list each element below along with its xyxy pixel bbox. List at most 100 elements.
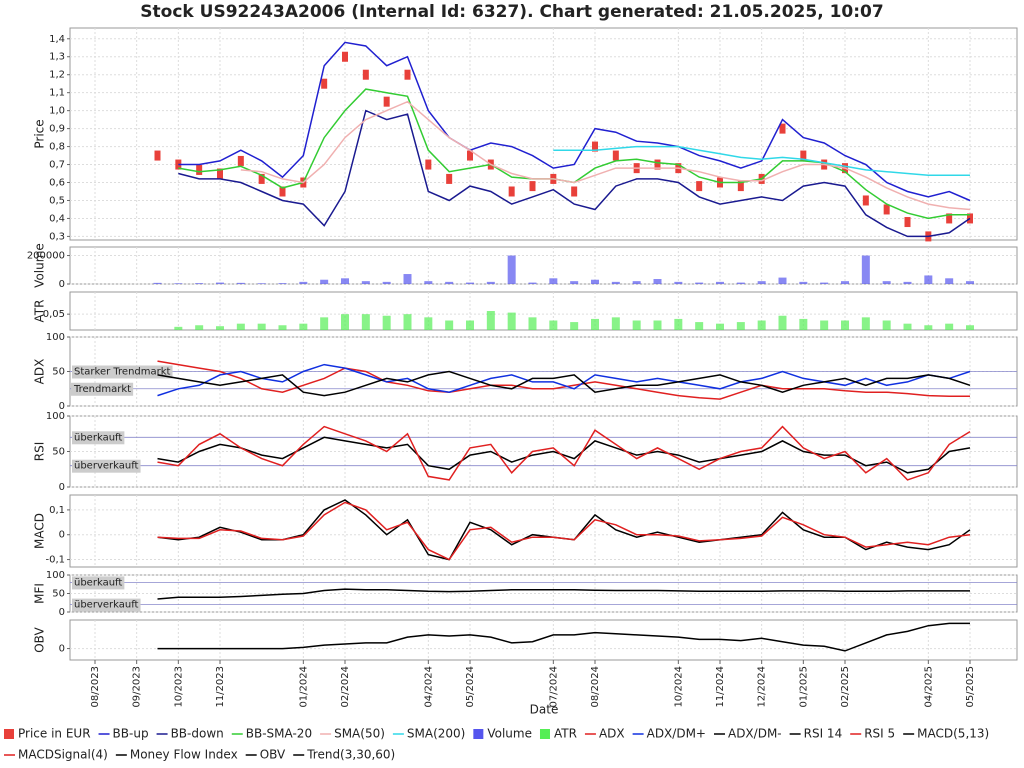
bar (611, 317, 620, 330)
bar (799, 318, 808, 330)
bar (966, 325, 974, 330)
bar (820, 282, 829, 284)
bar (570, 281, 579, 284)
price-candle (654, 159, 661, 170)
legend-label: RSI 14 (804, 727, 843, 741)
plot-area (69, 619, 1018, 661)
bar (195, 325, 204, 330)
plot-area (69, 27, 1018, 241)
price-candle (592, 141, 598, 152)
y-tick-label: 0,8 (49, 142, 65, 153)
reference-label-bg (72, 431, 125, 445)
legend-label: BB-SMA-20 (246, 727, 312, 741)
y-tick-label: 50 (52, 589, 65, 600)
price-candle (800, 150, 807, 161)
legend-label: MACD(5,13) (917, 727, 989, 741)
plot-area (69, 291, 1018, 331)
bar (653, 320, 662, 330)
bar (674, 281, 683, 284)
legend-swatch (4, 729, 14, 739)
bar (257, 283, 266, 284)
price-candle (696, 181, 703, 192)
price-candle (508, 186, 515, 197)
bar (778, 315, 787, 330)
x-tick-label: 04/2024 (423, 666, 434, 708)
bar (632, 320, 641, 330)
x-tick-label: 12/2024 (757, 666, 768, 708)
price-candle (467, 150, 473, 161)
price-candle (737, 181, 744, 192)
y-tick-label: 100 (46, 332, 65, 343)
price-candle (321, 78, 328, 89)
price-candle (362, 69, 369, 80)
legend-label: Trend(3,30,60) (306, 748, 395, 762)
reference-label: überkauft (74, 432, 122, 443)
y-tick-label: 0 (59, 530, 65, 541)
x-tick-label: 08/2023 (90, 666, 101, 708)
x-tick-label: 04/2025 (923, 666, 934, 708)
bar (382, 281, 391, 284)
price-candle (904, 217, 911, 228)
bar (445, 281, 454, 284)
price-candle (258, 173, 265, 184)
bar (257, 323, 266, 330)
legend-label: ADX/DM- (728, 727, 782, 741)
bar (507, 312, 516, 330)
series-line (157, 501, 971, 561)
price-candle (404, 69, 411, 80)
bar (153, 282, 162, 284)
x-tick-label: 02/2025 (840, 666, 851, 708)
bar (216, 282, 224, 284)
bar (466, 282, 474, 284)
x-tick-label: 01/2025 (798, 666, 809, 708)
reference-label-bg (71, 382, 134, 396)
y-tick-label: 0,4 (49, 213, 65, 224)
bar (632, 281, 641, 284)
plot-area (69, 246, 1018, 285)
reference-label-bg (72, 459, 141, 473)
reference-label: überkauft (74, 577, 122, 588)
x-tick-label: 01/2024 (298, 666, 309, 708)
y-tick-label: 100 (46, 411, 65, 422)
bar (403, 274, 412, 284)
bar (736, 322, 745, 330)
bar (466, 320, 474, 330)
bar (861, 255, 870, 284)
reference-label-bg (72, 365, 173, 379)
y-tick-label: 1,0 (49, 106, 65, 117)
bar (424, 317, 433, 330)
bar (611, 281, 620, 284)
bar (424, 281, 433, 284)
y-axis-title: ATR (33, 300, 47, 323)
y-tick-label: 0,05 (43, 309, 65, 320)
bar (195, 283, 204, 284)
bar (695, 282, 704, 284)
bar (549, 320, 558, 330)
x-tick-label: 10/2024 (673, 666, 684, 708)
x-tick-label: 09/2023 (132, 666, 143, 708)
price-candle (279, 186, 286, 197)
x-tick-label: 05/2024 (465, 666, 476, 708)
legend-label: ADX (599, 727, 625, 741)
legend-label: SMA(50) (334, 727, 385, 741)
bar (299, 281, 308, 284)
bar (341, 314, 349, 330)
bar (861, 317, 870, 330)
series-line (157, 622, 970, 652)
bar (174, 326, 183, 330)
y-tick-label: 0,1 (49, 505, 65, 516)
legend-label: RSI 5 (864, 727, 895, 741)
y-tick-label: 50 (52, 367, 65, 378)
bar (361, 281, 370, 284)
legend-label: SMA(200) (407, 727, 465, 741)
series-line (157, 588, 970, 600)
price-candle (237, 155, 244, 166)
bar (174, 283, 183, 284)
bar (716, 323, 724, 330)
bar (653, 279, 662, 284)
reference-label: Trendmarkt (73, 384, 131, 395)
x-tick-label: 07/2024 (548, 666, 559, 708)
price-candle (571, 186, 578, 197)
bar (695, 322, 704, 330)
